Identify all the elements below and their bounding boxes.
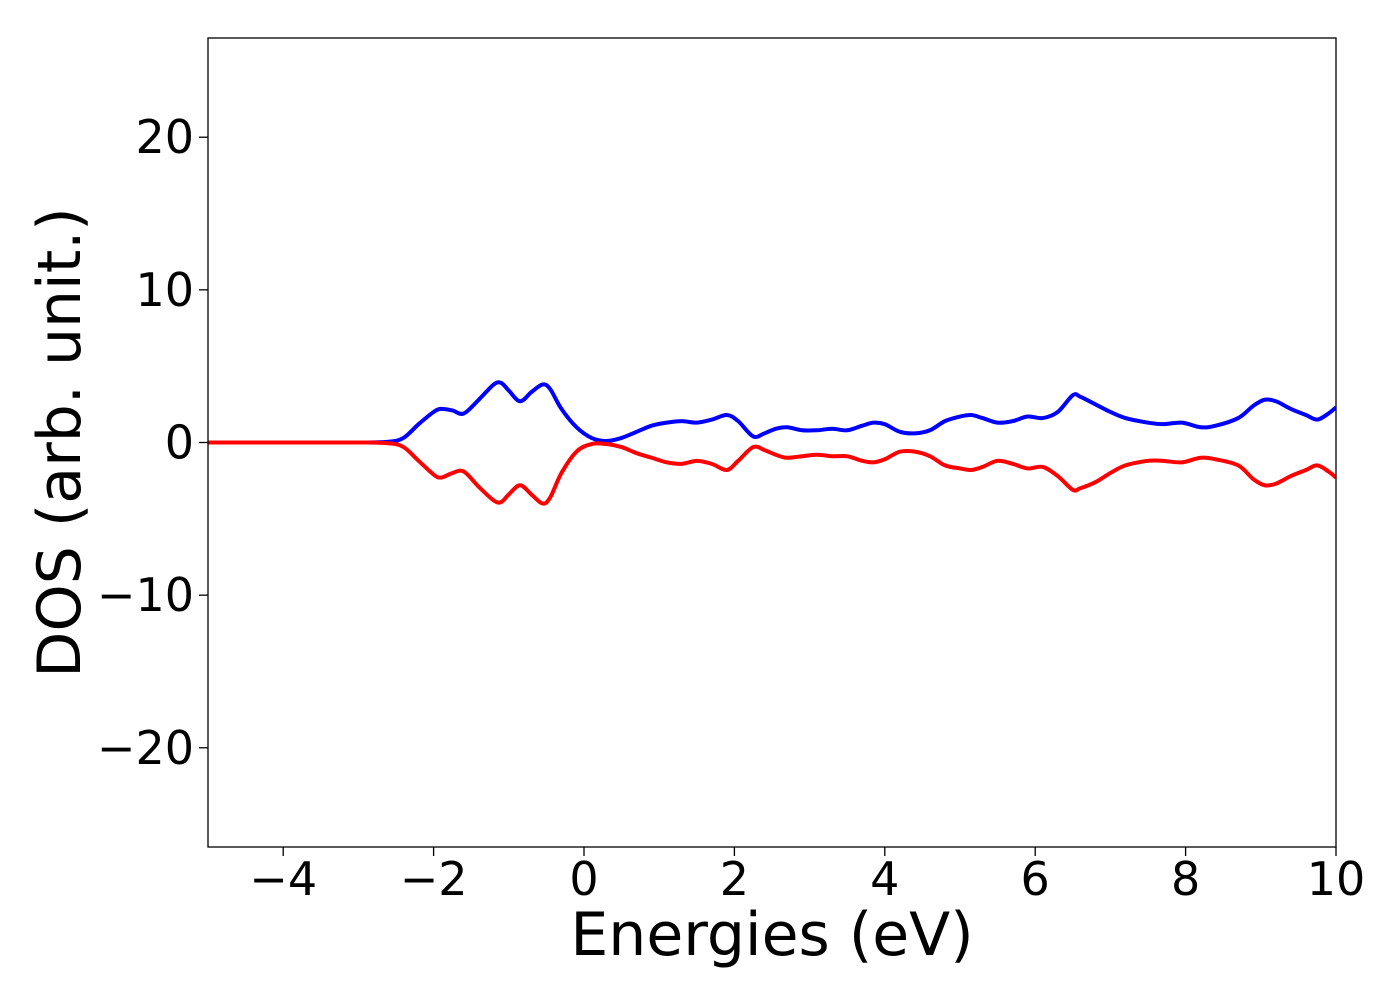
x-tick-label: −2 xyxy=(400,852,468,906)
x-tick-label: 10 xyxy=(1307,852,1366,906)
series-layer xyxy=(208,380,1336,506)
series-line-red xyxy=(208,440,1336,506)
x-axis-ticks: −4 −2 0 2 4 6 8 10 xyxy=(249,847,1365,906)
x-tick-label: −4 xyxy=(249,852,317,906)
y-tick-label: 0 xyxy=(165,416,194,470)
y-tick-label: −20 xyxy=(97,721,194,775)
y-axis-title: DOS (arb. unit.) xyxy=(25,207,95,677)
x-tick-label: 6 xyxy=(1021,852,1050,906)
x-tick-label: 0 xyxy=(569,852,598,906)
x-axis-title: Energies (eV) xyxy=(570,900,973,970)
x-tick-label: 8 xyxy=(1171,852,1200,906)
y-axis-ticks: −20 −10 0 10 20 xyxy=(97,110,208,775)
x-tick-label: 4 xyxy=(870,852,899,906)
x-tick-label: 2 xyxy=(720,852,749,906)
series-line-blue xyxy=(208,380,1336,445)
y-tick-label: −10 xyxy=(97,568,194,622)
y-tick-label: 10 xyxy=(135,263,194,317)
y-tick-label: 20 xyxy=(135,110,194,164)
